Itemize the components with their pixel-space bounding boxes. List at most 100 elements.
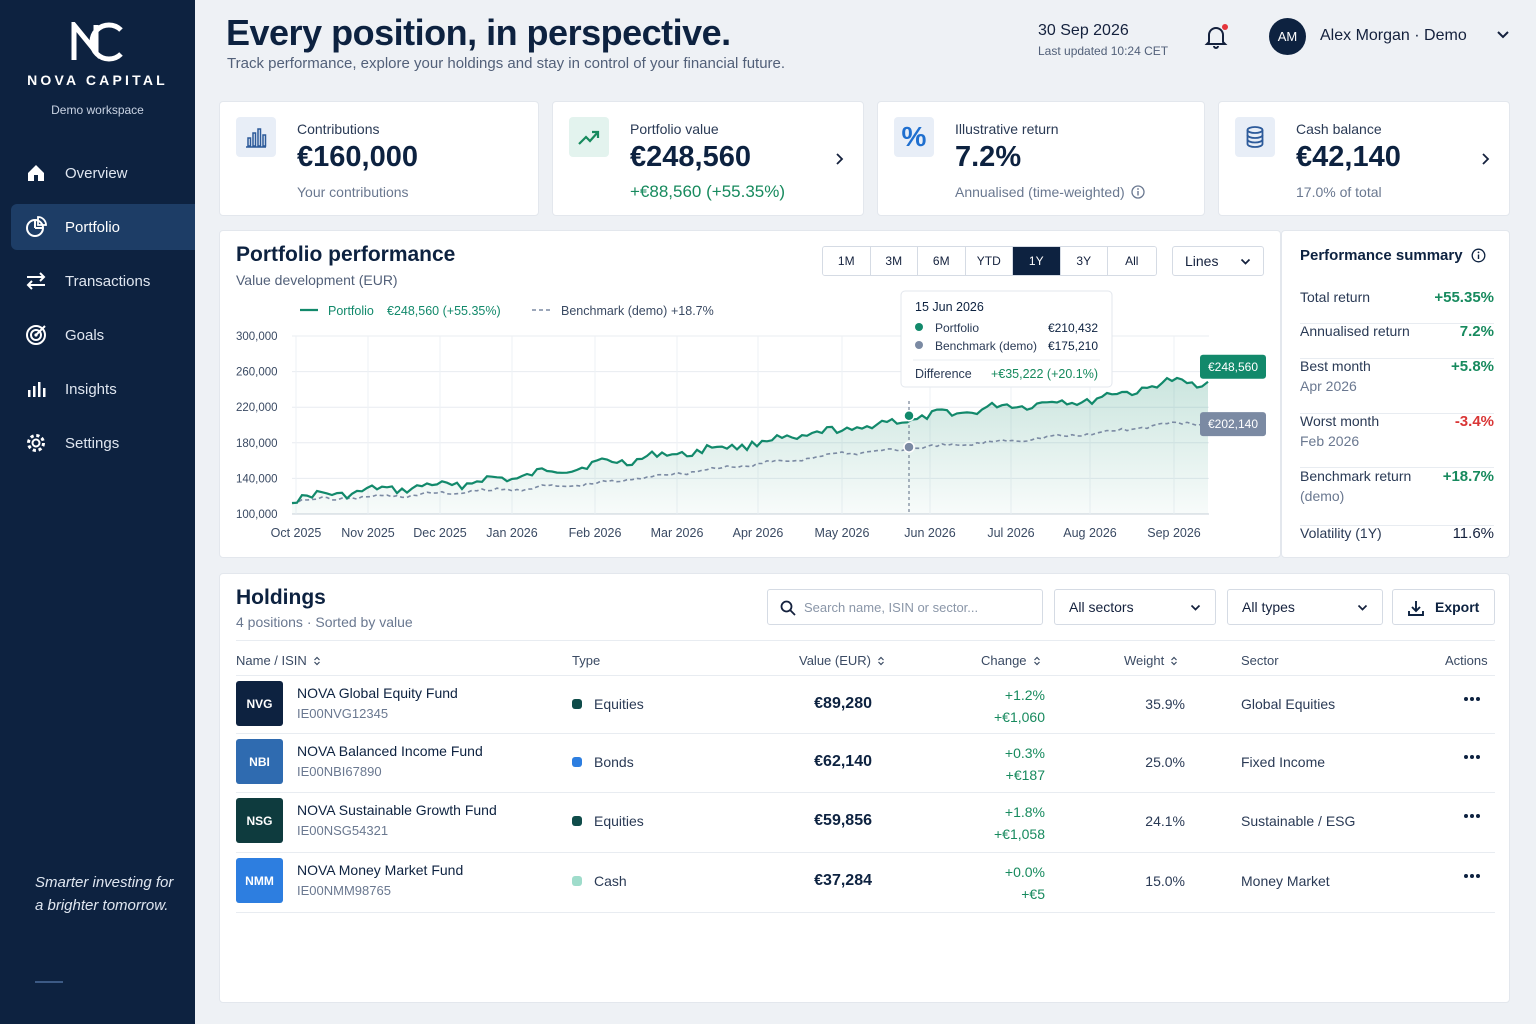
fund-name[interactable]: NOVA Balanced Income Fund <box>297 743 483 759</box>
fund-value: €59,856 <box>814 812 872 829</box>
bell-icon[interactable] <box>1203 24 1229 50</box>
table-row[interactable]: NVG NOVA Global Equity Fund IE00NVG12345… <box>236 676 1495 734</box>
sector-filter-select[interactable]: All sectors <box>1054 589 1216 625</box>
fund-type: Bonds <box>572 754 634 770</box>
sidebar-item-label: Transactions <box>65 272 151 290</box>
sidebar-item-goals[interactable]: Goals <box>11 312 195 358</box>
info-icon[interactable] <box>1130 185 1145 199</box>
tagline: Smarter investing for a brighter tomorro… <box>35 874 174 914</box>
fund-name[interactable]: NOVA Global Equity Fund <box>297 685 458 701</box>
more-actions-icon[interactable] <box>1463 754 1481 760</box>
fund-change: +1.2% +€1,060 <box>994 684 1045 728</box>
info-icon[interactable] <box>1471 248 1486 263</box>
summary-label: Annualised return <box>1300 323 1410 339</box>
chart-view-value: Lines <box>1185 253 1219 269</box>
sidebar-item-transactions[interactable]: Transactions <box>11 258 195 304</box>
column-header-name[interactable]: Name / ISIN <box>236 653 321 668</box>
summary-label: Volatility (1Y) <box>1300 525 1382 541</box>
column-header-label: Sector <box>1241 653 1279 668</box>
logo[interactable]: NOVA CAPITAL <box>0 22 195 88</box>
kpi-value: 7.2% <box>955 141 1022 173</box>
column-header-value[interactable]: Value (EUR) <box>799 653 885 668</box>
y-tick-label: 180,000 <box>236 438 278 450</box>
summary-sublabel: (demo) <box>1300 488 1345 504</box>
column-header-label: Name / ISIN <box>236 653 307 668</box>
more-actions-icon[interactable] <box>1463 696 1481 702</box>
range-selector: 1M 3M 6M YTD 1Y 3Y All <box>822 246 1157 276</box>
tooltip-portfolio-dot <box>915 323 923 331</box>
user-name[interactable]: Alex Morgan · Demo <box>1320 27 1467 44</box>
performance-chart[interactable]: 300,000 260,000 220,000 180,000 140,000 100,0… <box>220 231 1282 559</box>
chart-view-select[interactable]: Lines <box>1172 246 1264 276</box>
notification-dot <box>1222 24 1228 30</box>
sidebar-item-insights[interactable]: Insights <box>11 366 195 412</box>
summary-row-worst-month: Worst month Feb 2026 -3.4% <box>1300 413 1494 468</box>
x-tick-label: Apr 2026 <box>733 526 784 540</box>
fund-name[interactable]: NOVA Sustainable Growth Fund <box>297 802 497 818</box>
sidebar: NOVA CAPITAL Demo workspace Overview Por… <box>0 0 195 1024</box>
fund-name[interactable]: NOVA Money Market Fund <box>297 862 464 878</box>
tooltip-portfolio-value: €210,432 <box>1048 321 1098 335</box>
last-updated: Last updated 10:24 CET <box>1038 44 1169 58</box>
search-input[interactable] <box>804 597 1034 617</box>
range-ytd-button[interactable]: YTD <box>965 247 1013 275</box>
range-all-button[interactable]: All <box>1108 247 1156 275</box>
sidebar-nav: Overview Portfolio Transactions Goals In… <box>11 150 195 474</box>
more-actions-icon[interactable] <box>1463 873 1481 879</box>
kpi-label: Contributions <box>297 121 380 137</box>
table-row[interactable]: NBI NOVA Balanced Income Fund IE00NBI678… <box>236 734 1495 793</box>
fund-weight: 25.0% <box>1145 754 1185 770</box>
summary-value: -3.4% <box>1454 413 1494 430</box>
range-1y-button[interactable]: 1Y <box>1013 247 1061 275</box>
holdings-sort: Sorted by value <box>315 614 413 630</box>
type-dot-icon <box>572 816 582 826</box>
bar-chart-icon <box>236 117 276 157</box>
chevron-down-icon[interactable] <box>1496 30 1510 40</box>
column-header-label: Weight <box>1124 653 1165 668</box>
type-filter-select[interactable]: All types <box>1227 589 1383 625</box>
brand-name: NOVA CAPITAL <box>27 72 168 88</box>
x-tick-label: Dec 2025 <box>413 526 467 540</box>
range-3m-button[interactable]: 3M <box>870 247 918 275</box>
range-6m-button[interactable]: 6M <box>918 247 966 275</box>
export-button[interactable]: Export <box>1392 589 1495 625</box>
fund-type: Equities <box>572 696 644 712</box>
gear-icon <box>25 432 47 454</box>
range-3y-button[interactable]: 3Y <box>1060 247 1108 275</box>
x-tick-label: Aug 2026 <box>1063 526 1117 540</box>
fund-isin: IE00NMM98765 <box>297 883 391 898</box>
kpi-sub: +€88,560 (+55.35%) <box>630 182 785 202</box>
sidebar-item-label: Settings <box>65 434 120 452</box>
kpi-card-portfolio-value[interactable]: Portfolio value €248,560 +€88,560 (+55.3… <box>552 101 864 216</box>
pie-chart-icon <box>25 216 47 238</box>
column-header-weight[interactable]: Weight <box>1124 653 1178 668</box>
percent-icon: % <box>894 117 934 157</box>
legend-portfolio-value: €248,560 (+55.35%) <box>387 304 501 318</box>
chevron-right-icon[interactable] <box>1481 152 1491 166</box>
table-row[interactable]: NSG NOVA Sustainable Growth Fund IE00NSG… <box>236 793 1495 853</box>
more-actions-icon[interactable] <box>1463 813 1481 819</box>
benchmark-end-badge <box>1200 412 1266 437</box>
legend-portfolio-label: Portfolio <box>328 304 374 318</box>
range-1m-button[interactable]: 1M <box>823 247 871 275</box>
sidebar-item-overview[interactable]: Overview <box>11 150 195 196</box>
summary-sublabel: Apr 2026 <box>1300 378 1357 394</box>
kpi-card-cash-balance[interactable]: Cash balance €42,140 17.0% of total <box>1218 101 1510 216</box>
sidebar-item-settings[interactable]: Settings <box>11 420 195 466</box>
avatar[interactable]: AM <box>1269 18 1306 55</box>
benchmark-end-label: €202,140 <box>1208 417 1258 431</box>
table-row[interactable]: NMM NOVA Money Market Fund IE00NMM98765 … <box>236 853 1495 913</box>
column-header-change[interactable]: Change <box>981 653 1041 668</box>
fund-value: €62,140 <box>814 753 872 770</box>
summary-title-text: Performance summary <box>1300 247 1463 264</box>
sort-icon <box>1033 656 1040 665</box>
fund-change: +0.3% +€187 <box>1005 742 1045 786</box>
sidebar-item-label: Insights <box>65 380 117 398</box>
change-pct: +1.2% <box>1004 687 1045 703</box>
summary-value: +55.35% <box>1434 289 1494 306</box>
sidebar-item-portfolio[interactable]: Portfolio <box>11 204 195 250</box>
fund-sector: Money Market <box>1241 873 1330 889</box>
chevron-right-icon[interactable] <box>835 152 845 166</box>
kpi-sub-text: 17.0% of total <box>1296 184 1382 200</box>
page-subtitle: Track performance, explore your holdings… <box>227 55 786 72</box>
